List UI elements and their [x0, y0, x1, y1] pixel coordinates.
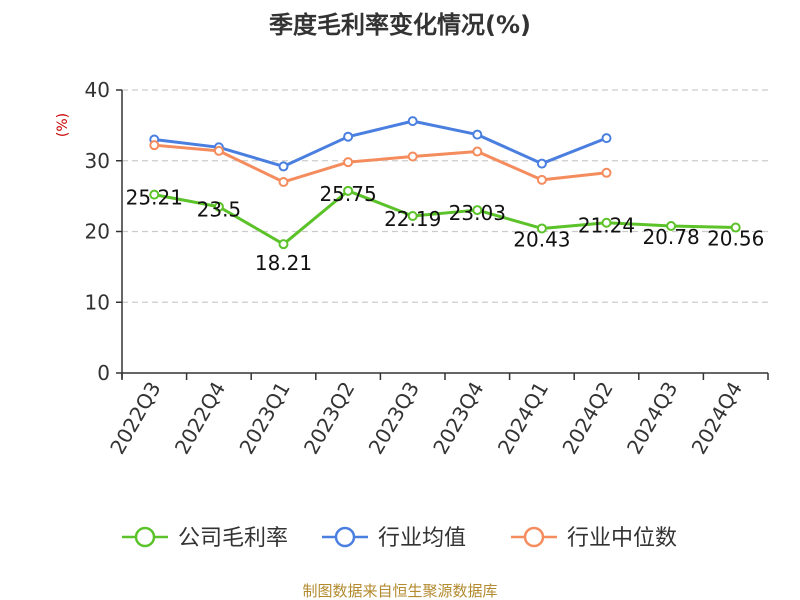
data-point-0 — [149, 189, 160, 200]
x-tick-label: 2023Q3 — [364, 378, 424, 459]
data-label: 23.5 — [197, 198, 242, 222]
legend: 公司毛利率 行业均值 行业中位数 — [122, 526, 677, 551]
legend-label-0: 公司毛利率 — [178, 526, 288, 551]
data-point-2 — [213, 145, 224, 156]
series-line-2 — [152, 143, 608, 184]
data-point-2 — [536, 174, 547, 185]
chart-title: 季度毛利率变化情况(%) — [269, 11, 531, 39]
x-tick-label: 2024Q2 — [557, 378, 617, 459]
data-label: 25.75 — [319, 182, 376, 206]
legend-marker-circle-0 — [134, 526, 156, 548]
series-line-1 — [152, 119, 608, 168]
x-tick-label: 2023Q4 — [428, 378, 488, 459]
data-label: 23.03 — [449, 201, 506, 225]
x-tick-label: 2022Q4 — [170, 378, 230, 459]
data-point-1 — [407, 116, 418, 127]
series-line-0 — [152, 189, 738, 246]
grid-lines — [122, 89, 768, 303]
data-point-0 — [666, 220, 677, 231]
data-label: 20.78 — [642, 225, 699, 249]
data-point-1 — [278, 161, 289, 172]
data-point-2 — [343, 157, 354, 168]
data-point-0 — [730, 222, 741, 233]
legend-label-1: 行业均值 — [378, 526, 466, 551]
data-point-0 — [601, 217, 612, 228]
legend-marker-circle-2 — [523, 526, 545, 548]
data-point-0 — [536, 223, 547, 234]
data-point-0 — [407, 211, 418, 222]
legend-label-2: 行业中位数 — [567, 526, 677, 551]
y-tick-label: 0 — [97, 361, 110, 385]
data-point-2 — [278, 176, 289, 187]
legend-marker-circle-1 — [334, 526, 356, 548]
data-label: 22.19 — [384, 207, 441, 231]
source-note: 制图数据来自恒生聚源数据库 — [302, 582, 497, 600]
data-point-1 — [601, 133, 612, 144]
x-tick-label: 2024Q1 — [493, 378, 553, 459]
x-tick-label: 2023Q1 — [234, 378, 294, 459]
data-label: 21.24 — [578, 214, 635, 238]
data-point-0 — [213, 201, 224, 212]
y-tick-label: 10 — [85, 290, 110, 314]
data-point-2 — [149, 140, 160, 151]
data-label: 20.43 — [513, 227, 570, 251]
y-axis-unit: (%) — [55, 113, 71, 137]
y-tick-label: 30 — [85, 149, 110, 173]
data-labels: 25.21 23.5 18.21 25.75 22.19 23.03 20.43 21.24 2… — [126, 182, 765, 275]
data-point-2 — [472, 146, 483, 157]
data-point-1 — [472, 129, 483, 140]
x-tick-label: 2022Q3 — [105, 378, 165, 459]
data-label: 25.21 — [126, 186, 183, 210]
data-point-0 — [472, 205, 483, 216]
x-tick-label: 2024Q3 — [622, 378, 682, 459]
data-point-1 — [536, 158, 547, 169]
data-point-0 — [343, 185, 354, 196]
y-tick-label: 40 — [85, 78, 110, 102]
data-point-1 — [343, 131, 354, 142]
data-point-2 — [601, 167, 612, 178]
data-label: 18.21 — [255, 251, 312, 275]
data-point-0 — [278, 239, 289, 250]
data-label: 20.56 — [707, 227, 764, 251]
data-point-2 — [407, 151, 418, 162]
series-lines — [149, 116, 741, 250]
x-tick-label: 2023Q2 — [299, 378, 359, 459]
x-tick-label: 2024Q4 — [687, 378, 747, 459]
y-tick-label: 20 — [85, 220, 110, 244]
